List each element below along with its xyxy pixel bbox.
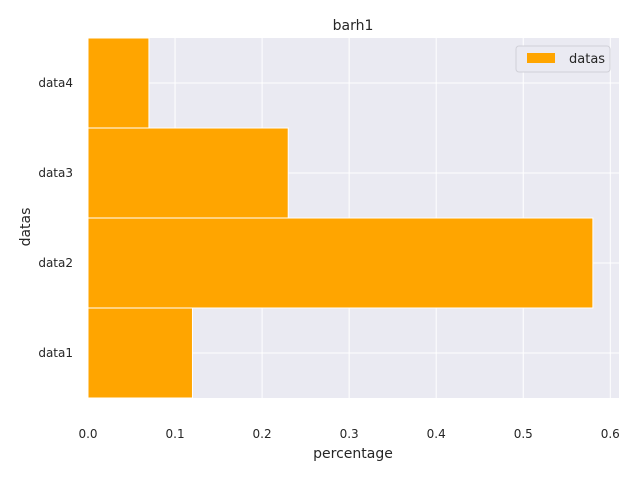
x-tick-label: 0.5 [514, 427, 533, 441]
x-tick-label: 0.6 [601, 427, 620, 441]
y-tick-label: data2 [38, 256, 73, 270]
x-tick-label: 0.0 [78, 427, 97, 441]
y-tick-label: data3 [38, 166, 73, 180]
legend-box [515, 45, 611, 73]
x-tick-label: 0.2 [253, 427, 272, 441]
bar-data3 [87, 127, 289, 219]
bar-data1 [87, 307, 193, 399]
y-axis-label: datas [18, 208, 34, 247]
bars [87, 37, 594, 399]
y-tick-label: data1 [38, 346, 73, 360]
bar-data4 [87, 37, 150, 129]
x-axis-ticks: 0.0 0.1 0.2 0.3 0.4 0.5 0.6 [78, 427, 619, 441]
y-tick-label: data4 [38, 76, 73, 90]
x-axis-label: percentage [313, 446, 393, 462]
legend-swatch [527, 53, 555, 63]
y-axis-ticks: data1 data2 data3 data4 [38, 76, 73, 360]
chart-title: barh1 [333, 18, 374, 34]
x-tick-label: 0.3 [340, 427, 359, 441]
legend-label: datas [569, 52, 605, 67]
x-tick-label: 0.1 [166, 427, 185, 441]
bar-data2 [87, 217, 594, 309]
x-tick-label: 0.4 [427, 427, 446, 441]
legend: datas [515, 45, 611, 73]
